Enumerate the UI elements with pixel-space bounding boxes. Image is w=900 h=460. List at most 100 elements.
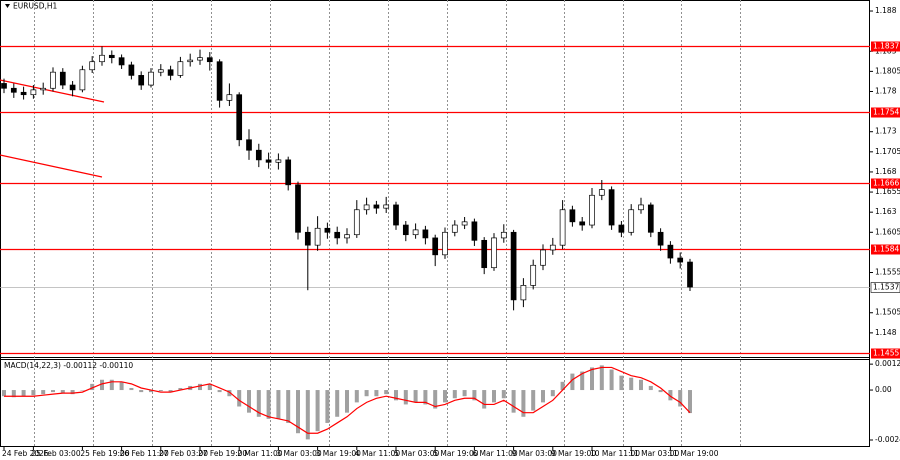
candle-body: [432, 237, 439, 256]
candle-body: [167, 69, 174, 76]
indicator-y-tick-label: 0.00126: [875, 359, 900, 368]
candle-body: [50, 71, 56, 89]
macd-bar: [443, 390, 447, 403]
candle-body: [520, 285, 527, 301]
level-label-text: 1.1455: [873, 349, 899, 358]
macd-bar: [423, 390, 428, 405]
last-price-label: 1.1537: [873, 283, 899, 292]
macd-bar: [668, 390, 673, 401]
macd-bar: [678, 390, 683, 407]
macd-bar: [109, 379, 114, 391]
x-tick-label: 27 Feb 19:00: [198, 449, 247, 458]
macd-bar: [51, 390, 55, 393]
candle-body: [383, 204, 390, 209]
trend-line: [0, 154, 103, 178]
level-label-bg: [871, 244, 900, 255]
macd-bar: [345, 390, 349, 413]
candle-body: [687, 261, 693, 288]
macd-bar: [305, 390, 310, 440]
candle-body: [79, 69, 86, 91]
indicator-label: MACD(14,22,3) -0.00112 -0.00110: [4, 361, 133, 370]
macd-bar: [129, 387, 134, 391]
candle-body: [628, 209, 635, 233]
trend-line: [0, 79, 105, 103]
x-tick-label: 4 Mar 11:00: [355, 449, 401, 458]
candle-body: [89, 61, 96, 71]
x-tick-label: 27 Feb 03:00: [159, 449, 208, 458]
candle-body: [40, 87, 47, 91]
candle-body: [402, 224, 409, 236]
candle-body: [275, 159, 282, 163]
macd-bar: [178, 387, 183, 391]
candle-body: [471, 221, 478, 241]
candle-body: [491, 237, 497, 269]
macd-bar: [531, 390, 536, 411]
candle-body: [157, 69, 164, 73]
y-tick-label: 1.1605: [875, 227, 900, 236]
candle-body: [373, 204, 380, 209]
indicator-y-tick-label: 0.00: [875, 385, 892, 394]
macd-bar: [629, 377, 634, 391]
macd-bar: [149, 390, 153, 393]
macd-bar: [21, 390, 26, 397]
x-tick-label: 24 Feb 2026: [2, 449, 49, 458]
macd-bar: [286, 390, 291, 423]
candle-body: [598, 189, 605, 196]
macd-bar: [100, 379, 104, 391]
candle-body: [265, 159, 272, 163]
candle-body: [442, 231, 448, 256]
macd-bar: [139, 390, 144, 393]
candle-body: [344, 234, 350, 239]
candle-body: [118, 57, 125, 66]
candle-body: [128, 64, 135, 76]
macd-bar: [198, 383, 202, 391]
level-label: 1.1455: [871, 348, 900, 359]
macd-bar: [119, 381, 124, 391]
x-tick-label: 2 Mar 11:00: [237, 449, 283, 458]
candle-body: [314, 227, 321, 246]
macd-bar: [90, 383, 95, 391]
candle-body: [295, 184, 301, 233]
x-tick-label: 9 Mar 19:00: [551, 449, 597, 458]
x-tick-label: 3 Mar 03:00: [276, 449, 322, 458]
macd-bar: [31, 390, 36, 396]
macd-bar: [639, 379, 643, 391]
macd-bar: [374, 390, 379, 397]
candle-body: [30, 89, 37, 96]
macd-bar: [41, 390, 46, 395]
candle-body: [363, 204, 370, 211]
macd-bar: [472, 390, 477, 401]
candle-body: [412, 229, 419, 236]
macd-bar: [227, 390, 232, 397]
macd-bar: [296, 390, 300, 434]
level-label: 1.1666: [871, 178, 900, 189]
candle-body: [206, 57, 213, 63]
level-label-text: 1.1837: [873, 42, 899, 51]
macd-bar: [560, 381, 565, 391]
macd-bar: [580, 371, 585, 391]
x-tick-label: 11 Mar 03:00: [629, 449, 679, 458]
candle-body: [10, 87, 17, 93]
x-tick-label: 26 Feb 11:00: [120, 449, 169, 458]
macd-bar: [207, 383, 212, 391]
candle-body: [59, 71, 66, 86]
macd-bar: [80, 390, 85, 391]
macd-bar: [521, 390, 526, 417]
macd-bar: [658, 390, 663, 393]
x-tick-label: 5 Mar 19:00: [433, 449, 479, 458]
y-tick-label: 1.1555: [875, 268, 900, 277]
candle-body: [589, 194, 595, 226]
level-label: 1.1584: [871, 244, 900, 255]
level-label-text: 1.1584: [873, 245, 899, 254]
y-tick-label: 1.148: [875, 328, 897, 337]
macd-bar: [541, 390, 545, 403]
macd-signal: [4, 366, 691, 434]
macd-bar: [237, 390, 242, 407]
x-tick-label: 9 Mar 03:00: [512, 449, 558, 458]
macd-bar: [276, 390, 281, 419]
y-tick-label: 1.1505: [875, 308, 900, 317]
y-tick-label: 1.1705: [875, 147, 900, 156]
level-label-bg: [871, 107, 900, 118]
candle-body: [647, 204, 654, 233]
candle-body: [69, 84, 76, 91]
